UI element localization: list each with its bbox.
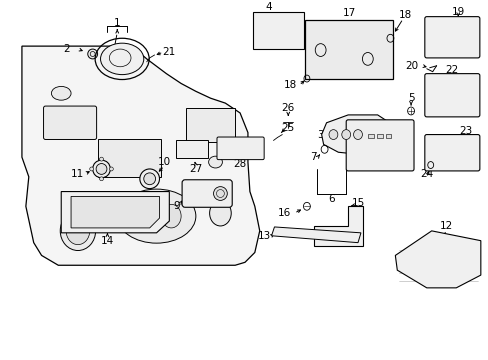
Text: 9: 9: [173, 201, 179, 211]
Ellipse shape: [140, 169, 159, 189]
Text: 1: 1: [114, 18, 121, 27]
FancyBboxPatch shape: [217, 137, 264, 159]
Text: 8: 8: [393, 161, 400, 171]
Text: 7: 7: [310, 152, 316, 162]
Text: 18: 18: [283, 80, 296, 90]
Ellipse shape: [93, 160, 110, 178]
Text: 28: 28: [233, 159, 246, 169]
Ellipse shape: [87, 49, 98, 59]
Polygon shape: [61, 192, 169, 233]
Bar: [305, 19, 392, 78]
Ellipse shape: [60, 211, 96, 251]
FancyBboxPatch shape: [424, 74, 479, 117]
Text: 20: 20: [405, 61, 418, 71]
Text: 5: 5: [407, 93, 413, 103]
Ellipse shape: [100, 177, 103, 181]
Text: 6: 6: [327, 194, 334, 204]
Text: 27: 27: [189, 164, 202, 174]
Text: 25: 25: [281, 123, 294, 133]
Ellipse shape: [96, 163, 107, 174]
Bar: [98, 139, 161, 177]
Ellipse shape: [51, 86, 71, 100]
Text: 2: 2: [62, 44, 69, 54]
FancyBboxPatch shape: [424, 17, 479, 58]
Polygon shape: [394, 231, 480, 288]
Text: 15: 15: [351, 198, 364, 208]
Text: 12: 12: [439, 221, 452, 231]
Ellipse shape: [209, 201, 231, 226]
Bar: [367, 134, 373, 139]
Ellipse shape: [328, 130, 337, 139]
Text: 26: 26: [281, 103, 294, 113]
Bar: [176, 140, 207, 158]
Polygon shape: [313, 206, 362, 246]
Ellipse shape: [208, 156, 222, 168]
Bar: [385, 134, 390, 139]
Ellipse shape: [143, 173, 155, 185]
Ellipse shape: [353, 130, 362, 139]
Text: 19: 19: [451, 7, 464, 17]
Text: 11: 11: [70, 169, 83, 179]
Text: 3: 3: [317, 130, 324, 140]
Ellipse shape: [101, 43, 143, 75]
Ellipse shape: [161, 204, 181, 228]
Ellipse shape: [109, 167, 113, 171]
Bar: [376, 134, 382, 139]
FancyBboxPatch shape: [424, 135, 479, 171]
Ellipse shape: [66, 217, 89, 245]
Bar: [185, 108, 235, 143]
Text: 21: 21: [163, 47, 176, 57]
Text: 4: 4: [264, 2, 271, 12]
Text: 16: 16: [277, 208, 290, 218]
Ellipse shape: [341, 130, 350, 139]
Bar: [252, 12, 304, 49]
Ellipse shape: [213, 186, 227, 201]
Text: 14: 14: [101, 236, 114, 246]
Polygon shape: [71, 197, 159, 228]
Polygon shape: [321, 115, 399, 157]
Text: 17: 17: [342, 8, 355, 18]
Polygon shape: [22, 46, 259, 265]
Ellipse shape: [100, 157, 103, 161]
Text: 22: 22: [445, 65, 458, 75]
Ellipse shape: [128, 201, 155, 232]
Ellipse shape: [117, 189, 196, 243]
FancyBboxPatch shape: [182, 180, 232, 207]
Text: 18: 18: [398, 10, 411, 20]
Text: 23: 23: [459, 126, 472, 136]
Ellipse shape: [89, 167, 94, 171]
FancyBboxPatch shape: [346, 120, 413, 171]
FancyBboxPatch shape: [43, 106, 97, 139]
Text: 24: 24: [419, 169, 432, 179]
Text: 10: 10: [158, 157, 171, 167]
Text: 13: 13: [258, 231, 271, 241]
Polygon shape: [271, 227, 360, 243]
